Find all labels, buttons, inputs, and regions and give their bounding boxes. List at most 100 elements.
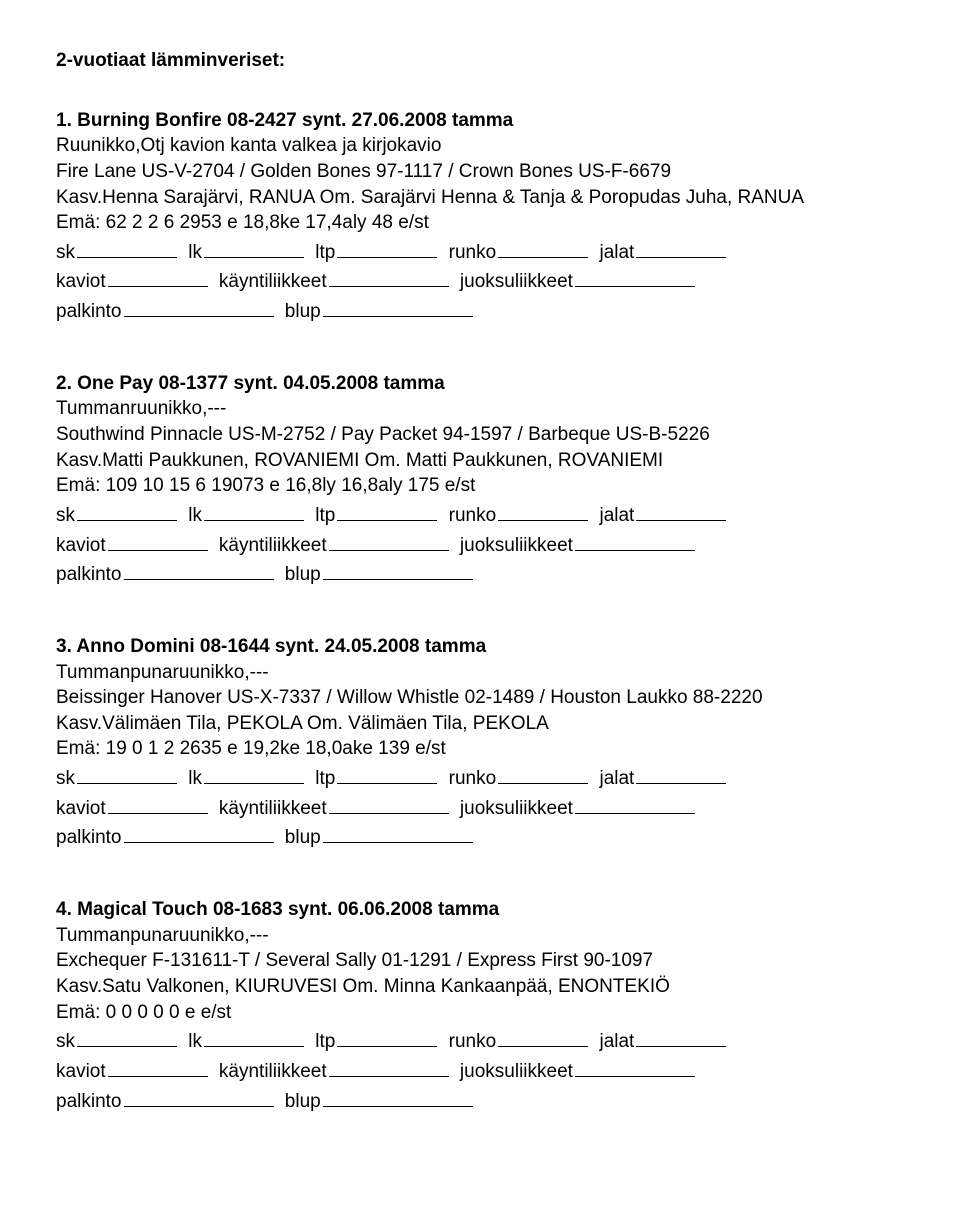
label-juoksuliikkeet: juoksuliikkeet bbox=[460, 798, 573, 819]
entry-line: Exchequer F-131611-T / Several Sally 01-… bbox=[56, 948, 904, 974]
label-blup: blup bbox=[285, 301, 321, 322]
form-lines: sk lk ltp runko jalatkaviot käyntiliikke… bbox=[56, 501, 904, 588]
label-kaviot: kaviot bbox=[56, 271, 106, 292]
entry: 3. Anno Domini 08-1644 synt. 24.05.2008 … bbox=[56, 634, 904, 851]
blank bbox=[124, 823, 274, 843]
blank bbox=[329, 531, 449, 551]
entry: 4. Magical Touch 08-1683 synt. 06.06.200… bbox=[56, 897, 904, 1114]
blank bbox=[329, 1057, 449, 1077]
label-palkinto: palkinto bbox=[56, 827, 122, 848]
label-juoksuliikkeet: juoksuliikkeet bbox=[460, 535, 573, 556]
label-jalat: jalat bbox=[599, 505, 634, 526]
form-lines: sk lk ltp runko jalat kaviot käyntiliikke… bbox=[56, 238, 904, 325]
blank bbox=[108, 794, 208, 814]
entry-line: Kasv.Välimäen Tila, PEKOLA Om. Välimäen … bbox=[56, 711, 904, 737]
blank bbox=[108, 531, 208, 551]
blank bbox=[575, 531, 695, 551]
blank bbox=[323, 297, 473, 317]
form-line-2: kaviot käyntiliikkeet juoksuliikkeet bbox=[56, 794, 904, 822]
label-jalat: jalat bbox=[599, 1031, 634, 1052]
form-line-3: palkinto blup bbox=[56, 297, 904, 325]
label-sk: sk bbox=[56, 1031, 75, 1052]
label-kaviot: kaviot bbox=[56, 798, 106, 819]
blank bbox=[124, 560, 274, 580]
label-blup: blup bbox=[285, 1091, 321, 1112]
blank bbox=[498, 764, 588, 784]
label-sk: sk bbox=[56, 768, 75, 789]
blank bbox=[636, 501, 726, 521]
blank bbox=[323, 823, 473, 843]
blank bbox=[636, 238, 726, 258]
blank bbox=[204, 501, 304, 521]
label-ltp: ltp bbox=[315, 505, 335, 526]
blank bbox=[329, 794, 449, 814]
blank bbox=[337, 238, 437, 258]
blank bbox=[636, 764, 726, 784]
label-blup: blup bbox=[285, 827, 321, 848]
label-palkinto: palkinto bbox=[56, 1091, 122, 1112]
label-kayntiliikkeet: käyntiliikkeet bbox=[219, 271, 327, 292]
label-sk: sk bbox=[56, 505, 75, 526]
label-jalat: jalat bbox=[599, 768, 634, 789]
label-runko: runko bbox=[449, 1031, 497, 1052]
label-ltp: ltp bbox=[315, 242, 335, 263]
entry-body: Tummanpunaruunikko,---Exchequer F-131611… bbox=[56, 923, 904, 1026]
blank bbox=[204, 238, 304, 258]
blank bbox=[108, 267, 208, 287]
blank bbox=[337, 501, 437, 521]
blank bbox=[323, 560, 473, 580]
label-kaviot: kaviot bbox=[56, 1061, 106, 1082]
entry-line: Fire Lane US-V-2704 / Golden Bones 97-11… bbox=[56, 159, 904, 185]
form-line-2: kaviot käyntiliikkeet juoksuliikkeet bbox=[56, 531, 904, 559]
entry: 1. Burning Bonfire 08-2427 synt. 27.06.2… bbox=[56, 108, 904, 325]
label-kaviot: kaviot bbox=[56, 535, 106, 556]
form-line-1: sk lk ltp runko jalat bbox=[56, 501, 904, 529]
label-juoksuliikkeet: juoksuliikkeet bbox=[460, 1061, 573, 1082]
form-line-1: sk lk ltp runko jalat bbox=[56, 1027, 904, 1055]
blank bbox=[77, 501, 177, 521]
label-lk: lk bbox=[188, 1031, 202, 1052]
entry: 2. One Pay 08-1377 synt. 04.05.2008 tamm… bbox=[56, 371, 904, 588]
form-line-3: palkinto blup bbox=[56, 823, 904, 851]
blank bbox=[498, 238, 588, 258]
label-kayntiliikkeet: käyntiliikkeet bbox=[219, 1061, 327, 1082]
entry-line: Kasv.Satu Valkonen, KIURUVESI Om. Minna … bbox=[56, 974, 904, 1000]
label-runko: runko bbox=[449, 242, 497, 263]
label-lk: lk bbox=[188, 505, 202, 526]
entry-line: Ruunikko,Otj kavion kanta valkea ja kirj… bbox=[56, 133, 904, 159]
blank bbox=[108, 1057, 208, 1077]
form-line-2: kaviot käyntiliikkeet juoksuliikkeet bbox=[56, 267, 904, 295]
label-runko: runko bbox=[449, 768, 497, 789]
label-ltp: ltp bbox=[315, 768, 335, 789]
entry-line: Southwind Pinnacle US-M-2752 / Pay Packe… bbox=[56, 422, 904, 448]
blank bbox=[575, 267, 695, 287]
form-lines: sk lk ltp runko jalat kaviot käyntiliikke… bbox=[56, 1027, 904, 1114]
label-lk: lk bbox=[188, 768, 202, 789]
entry-line: Emä: 62 2 2 6 2953 e 18,8ke 17,4aly 48 e… bbox=[56, 210, 904, 236]
blank bbox=[498, 501, 588, 521]
blank bbox=[77, 238, 177, 258]
entry-body: Tummanruunikko,---Southwind Pinnacle US-… bbox=[56, 396, 904, 499]
entry-line: Emä: 0 0 0 0 0 e e/st bbox=[56, 1000, 904, 1026]
blank bbox=[77, 1027, 177, 1047]
label-jalat: jalat bbox=[599, 242, 634, 263]
entry-line: Beissinger Hanover US-X-7337 / Willow Wh… bbox=[56, 685, 904, 711]
label-sk: sk bbox=[56, 242, 75, 263]
blank bbox=[204, 1027, 304, 1047]
blank bbox=[498, 1027, 588, 1047]
blank bbox=[77, 764, 177, 784]
label-juoksuliikkeet: juoksuliikkeet bbox=[460, 271, 573, 292]
entry-line: Tummanpunaruunikko,--- bbox=[56, 660, 904, 686]
label-lk: lk bbox=[188, 242, 202, 263]
blank bbox=[636, 1027, 726, 1047]
label-runko: runko bbox=[449, 505, 497, 526]
blank bbox=[337, 764, 437, 784]
entry-line: Tummanruunikko,--- bbox=[56, 396, 904, 422]
blank bbox=[204, 764, 304, 784]
label-kayntiliikkeet: käyntiliikkeet bbox=[219, 798, 327, 819]
label-kayntiliikkeet: käyntiliikkeet bbox=[219, 535, 327, 556]
entry-title: 3. Anno Domini 08-1644 synt. 24.05.2008 … bbox=[56, 634, 904, 660]
label-palkinto: palkinto bbox=[56, 564, 122, 585]
blank bbox=[124, 1087, 274, 1107]
entry-body: Ruunikko,Otj kavion kanta valkea ja kirj… bbox=[56, 133, 904, 236]
